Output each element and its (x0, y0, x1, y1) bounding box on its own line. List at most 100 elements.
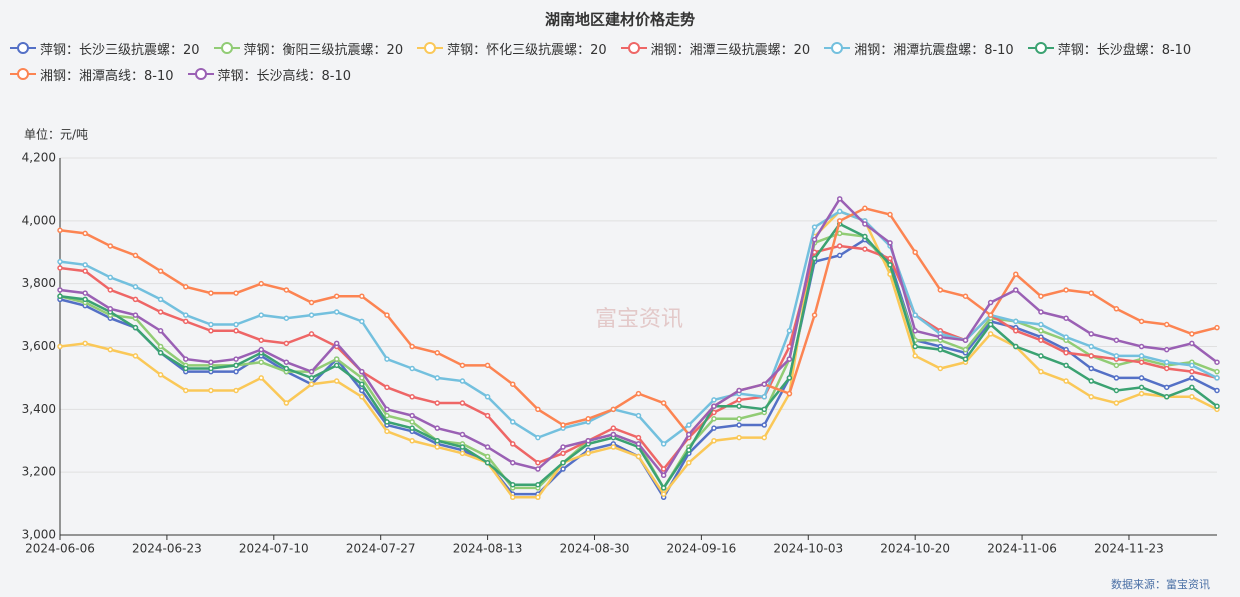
point (1113, 387, 1120, 394)
point (359, 387, 365, 394)
x-tick-label: 2024-11-06 (987, 542, 1057, 556)
legend-item[interactable]: 萍钢：长沙盘螺：8-10 (1027, 38, 1192, 58)
point (1038, 321, 1044, 328)
legend-item[interactable]: 萍钢：衡阳三级抗震螺：20 (213, 38, 403, 58)
legend-item[interactable]: 湘钢：湘潭三级抗震螺：20 (620, 38, 810, 58)
point (1189, 368, 1195, 375)
point (887, 255, 893, 262)
legend-item[interactable]: 湘钢：湘潭高线：8-10 (10, 64, 174, 84)
point (82, 340, 88, 347)
point (912, 343, 918, 350)
point (308, 368, 315, 375)
point (409, 425, 415, 431)
point (786, 356, 793, 362)
point (283, 287, 290, 293)
point (987, 331, 994, 337)
point (183, 284, 189, 290)
point (409, 412, 415, 419)
legend-icon (10, 68, 36, 80)
point (585, 450, 591, 457)
point (82, 262, 88, 268)
point (459, 378, 466, 384)
point (635, 390, 642, 397)
point (1138, 318, 1145, 325)
point (1088, 343, 1094, 350)
point (57, 343, 63, 350)
point (384, 412, 390, 419)
point (635, 441, 642, 447)
point (333, 309, 340, 315)
point (862, 246, 868, 252)
legend-label: 萍钢：长沙盘螺：8-10 (1057, 42, 1192, 58)
x-tick-label: 2024-06-23 (132, 542, 202, 556)
point (459, 362, 466, 369)
legend-icon (1027, 42, 1054, 54)
point (509, 441, 516, 447)
legend-icon (213, 42, 240, 54)
point (409, 419, 415, 425)
point (686, 447, 692, 453)
point (132, 312, 139, 318)
point (610, 406, 617, 413)
point (1013, 318, 1019, 325)
legend-item[interactable]: 湘钢：湘潭抗震盘螺：8-10 (824, 38, 1014, 58)
point (434, 350, 441, 356)
point (635, 412, 642, 419)
point (686, 431, 692, 438)
point (308, 312, 315, 318)
point (82, 290, 88, 296)
point (1088, 378, 1094, 384)
y-tick-label: 3,600 (22, 339, 56, 353)
y-tick-label: 3,200 (22, 465, 56, 479)
point (484, 444, 491, 450)
legend-icon (824, 42, 851, 54)
point (1138, 390, 1145, 397)
point (409, 394, 415, 400)
point (1038, 337, 1044, 343)
point (660, 441, 667, 447)
point (535, 459, 541, 466)
point (1189, 331, 1195, 337)
point (409, 438, 415, 444)
y-tick-label: 3,800 (22, 276, 56, 290)
point (1088, 353, 1094, 359)
point (1163, 346, 1170, 353)
point (887, 262, 893, 268)
legend-label: 湘钢：湘潭抗震盘螺：8-10 (854, 42, 1014, 58)
legend: 萍钢：长沙三级抗震螺：20 萍钢：衡阳三级抗震螺：20 萍钢：怀化三级抗震螺：20 湘… (10, 38, 1240, 84)
point (1013, 287, 1019, 293)
point (359, 318, 365, 325)
point (157, 350, 164, 356)
point (711, 403, 717, 409)
legend-item[interactable]: 萍钢：长沙高线：8-10 (187, 64, 351, 84)
point (434, 375, 441, 381)
point (1189, 362, 1195, 369)
point (183, 356, 189, 362)
point (836, 208, 843, 215)
point (333, 340, 340, 347)
point (308, 375, 315, 381)
point (1138, 384, 1145, 391)
point (1138, 359, 1145, 365)
legend-item[interactable]: 萍钢：怀化三级抗震螺：20 (417, 38, 607, 58)
point (459, 400, 466, 406)
point (1214, 387, 1220, 394)
point (1038, 293, 1044, 299)
legend-label: 萍钢：长沙三级抗震螺：20 (40, 42, 200, 58)
point (384, 356, 390, 362)
point (660, 466, 667, 472)
point (1113, 306, 1120, 312)
point (157, 268, 164, 274)
point (233, 321, 239, 328)
point (509, 481, 516, 488)
point (57, 227, 63, 234)
point (333, 293, 340, 299)
point (660, 491, 667, 497)
point (157, 343, 164, 350)
point (333, 362, 340, 369)
point (132, 284, 139, 290)
legend-item[interactable]: 萍钢：长沙三级抗震螺：20 (10, 38, 200, 58)
point (359, 375, 365, 381)
point (1063, 334, 1069, 340)
